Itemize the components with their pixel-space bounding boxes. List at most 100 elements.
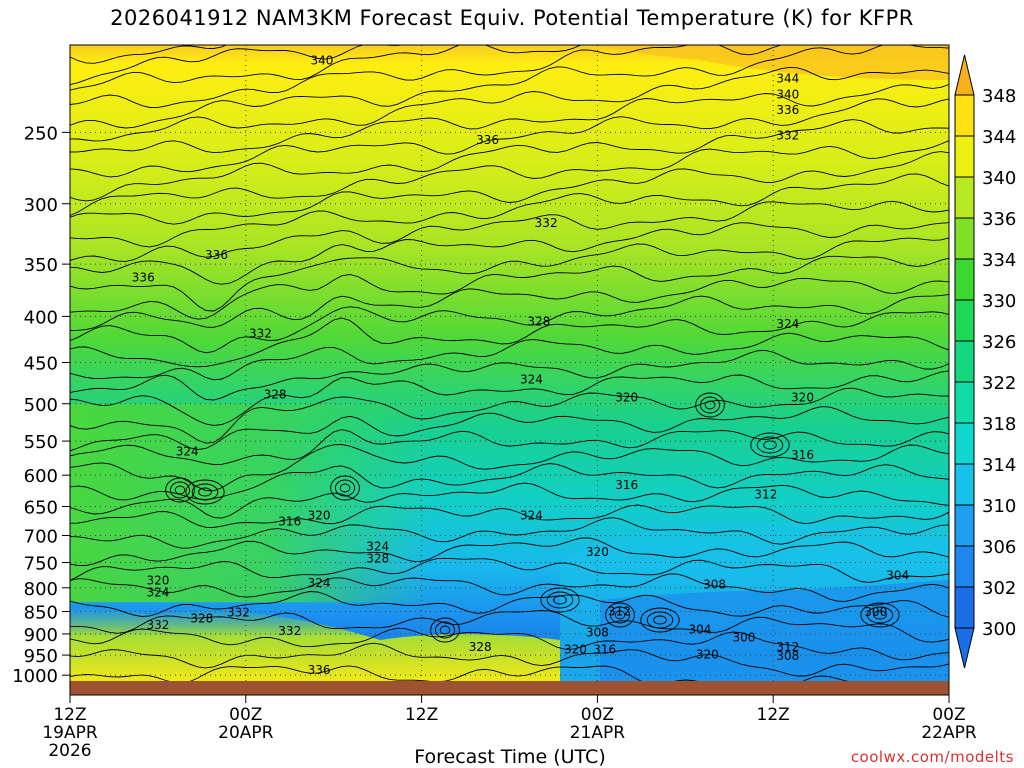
y-tick-label: 1000 — [12, 666, 58, 687]
isentrope-line — [70, 517, 949, 549]
colorbar-segment — [955, 218, 974, 259]
isentrope-closed — [553, 595, 567, 605]
colorbar-label: 348 — [982, 86, 1016, 107]
isentrope-line — [70, 277, 949, 332]
contour-label: 308 — [703, 577, 726, 591]
y-tick-label: 350 — [24, 255, 58, 276]
isentrope-closed — [614, 610, 626, 620]
contour-label: 332 — [278, 624, 301, 638]
colorbar-segment — [955, 136, 974, 177]
colorbar-segment — [955, 177, 974, 218]
isentrope-line — [70, 537, 949, 566]
x-axis-label: Forecast Time (UTC) — [414, 746, 606, 768]
y-tick-label: 600 — [24, 466, 58, 487]
contour-label: 320 — [586, 545, 609, 559]
contour-label: 304 — [886, 568, 909, 582]
x-tick-label: 12Z — [405, 705, 438, 725]
isentrope-line — [70, 222, 949, 285]
isentrope-line — [70, 504, 949, 528]
isentrope-line — [70, 482, 949, 519]
contour-label: 300 — [732, 630, 755, 644]
isentrope-line — [70, 642, 949, 677]
colorbar: 300 302 306 310 314 318 322 326 330 334 336 340 344 3… — [954, 54, 1016, 669]
isentrope-line — [70, 293, 949, 354]
contour-label: 304 — [688, 623, 711, 637]
x-tick-label: 20APR — [218, 723, 274, 743]
isentrope-line — [70, 573, 949, 602]
isentrope-closed — [695, 392, 725, 418]
contour-label: 328 — [264, 387, 287, 401]
contour-label: 316 — [278, 514, 301, 528]
isentrope-line — [70, 557, 949, 583]
isentrope-line — [70, 406, 949, 452]
x-tick-label: 21APR — [570, 723, 626, 743]
isentrope-line — [70, 66, 949, 142]
y-tick-label: 450 — [24, 354, 58, 375]
contour-label: 328 — [469, 640, 492, 654]
colorbar-segment — [955, 587, 974, 628]
contour-label: 320 — [791, 390, 814, 404]
contour-label: 312 — [776, 640, 799, 654]
colorbar-segment — [955, 382, 974, 423]
colorbar-label: 322 — [982, 373, 1016, 394]
contour-label: 336 — [205, 248, 228, 262]
contour-label: 300 — [864, 605, 887, 619]
isentrope-closed — [334, 479, 356, 497]
contour-label: 324 — [308, 576, 331, 590]
colorbar-bottom-arrow — [954, 627, 975, 669]
y-tick-label: 250 — [24, 123, 58, 144]
x-tick-label: 00Z — [932, 705, 965, 725]
chart-title: 2026041912 NAM3KM Forecast Equiv. Potent… — [110, 6, 914, 30]
contour-label: 340 — [776, 88, 799, 102]
isentrope-closed — [699, 396, 721, 414]
contour-label: 308 — [776, 649, 799, 663]
isentrope-line — [70, 140, 949, 216]
contour-label: 328 — [190, 611, 213, 625]
isentrope-closed — [546, 591, 574, 609]
y-tick-label: 700 — [24, 527, 58, 548]
isentrope-line — [70, 173, 949, 248]
colorbar-label: 326 — [982, 332, 1016, 353]
y-tick-label: 400 — [24, 307, 58, 328]
contour-label: 332 — [227, 605, 250, 619]
colorbar-segment — [955, 505, 974, 546]
colorbar-label: 340 — [982, 168, 1016, 189]
colorbar-segment — [955, 546, 974, 587]
y-tick-label: 650 — [24, 497, 58, 518]
contour-label: 332 — [535, 216, 558, 230]
isentrope-line — [70, 119, 949, 202]
colorbar-label: 330 — [982, 291, 1016, 312]
y-tick-label: 500 — [24, 395, 58, 416]
contour-label: 312 — [608, 605, 631, 619]
x-tick-label: 00Z — [229, 705, 262, 725]
isentrope-closed — [605, 602, 635, 628]
contour-label: 320 — [146, 573, 169, 587]
isentrope-closed — [198, 487, 212, 497]
isentrope-line — [70, 311, 949, 368]
isentrope-line — [70, 332, 949, 381]
isentrope-closed — [873, 610, 887, 620]
isentrope-line — [70, 429, 949, 465]
contour-label: 336 — [776, 103, 799, 117]
isentrope-closed — [653, 615, 667, 625]
isentrope-line — [70, 349, 949, 401]
isentrope-line — [70, 45, 404, 86]
x-tick-label: 00Z — [581, 705, 614, 725]
colorbar-label: 310 — [982, 496, 1016, 517]
contour-label: 332 — [249, 327, 272, 341]
isentrope-closed — [704, 400, 716, 410]
contour-label: 316 — [791, 448, 814, 462]
contour-label: 324 — [366, 540, 389, 554]
contour-label: 340 — [311, 53, 334, 67]
isentrope-closed — [185, 479, 225, 505]
isentrope-closed — [866, 606, 894, 624]
isentrope-line — [70, 463, 949, 501]
isentrope-closed — [191, 483, 219, 501]
isentrope-closed — [640, 607, 680, 633]
contour-label: 312 — [754, 487, 777, 501]
isentrope-closed — [756, 436, 784, 454]
contour-label: 324 — [776, 317, 799, 331]
isentrope-closed — [430, 617, 460, 643]
